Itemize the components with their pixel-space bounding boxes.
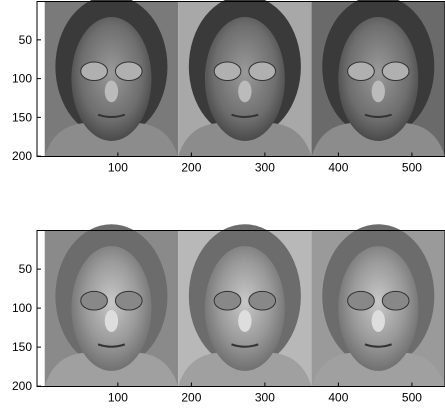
eye xyxy=(115,62,142,81)
eye xyxy=(348,291,375,310)
x-tick-label: 200 xyxy=(181,391,201,405)
eye xyxy=(81,62,108,81)
y-tick-label: 200 xyxy=(12,149,32,163)
y-tick-label: 150 xyxy=(12,340,32,354)
eye xyxy=(382,291,409,310)
eye xyxy=(382,62,409,81)
axes: 50 100 150 200 100 200 300 400 500 xyxy=(12,0,445,175)
eye xyxy=(214,291,241,310)
x-tick-label: 400 xyxy=(328,391,348,405)
nose xyxy=(238,81,251,103)
eye xyxy=(81,291,108,310)
face xyxy=(338,17,418,141)
y-tick-label: 200 xyxy=(12,379,32,393)
x-tick-label: 100 xyxy=(108,161,128,175)
axes: 50 100 150 200 100 200 300 400 500 xyxy=(12,224,445,404)
figure: 50 100 150 200 100 200 300 400 500 50 100 150 200 100… xyxy=(0,0,445,410)
y-tick-label: 150 xyxy=(12,110,32,124)
y-tick-label: 100 xyxy=(12,72,32,86)
x-tick-label: 300 xyxy=(255,391,275,405)
face xyxy=(71,246,151,371)
x-tick-label: 200 xyxy=(181,161,201,175)
y-tick-label: 50 xyxy=(19,262,33,276)
x-tick-label: 500 xyxy=(402,391,422,405)
y-tick-label: 100 xyxy=(12,301,32,315)
face xyxy=(205,17,285,141)
x-tick-label: 400 xyxy=(328,161,348,175)
nose xyxy=(105,310,118,332)
eye xyxy=(115,291,142,310)
eye xyxy=(249,291,276,310)
eye xyxy=(249,62,276,81)
face xyxy=(71,17,151,141)
nose xyxy=(238,310,251,332)
nose xyxy=(372,310,385,332)
y-tick-label: 50 xyxy=(19,33,33,47)
face xyxy=(338,246,418,371)
x-tick-label: 500 xyxy=(402,161,422,175)
nose xyxy=(105,81,118,103)
eye xyxy=(348,62,375,81)
eye xyxy=(214,62,241,81)
x-tick-label: 100 xyxy=(108,391,128,405)
nose xyxy=(372,81,385,103)
face xyxy=(205,246,285,371)
x-tick-label: 300 xyxy=(255,161,275,175)
